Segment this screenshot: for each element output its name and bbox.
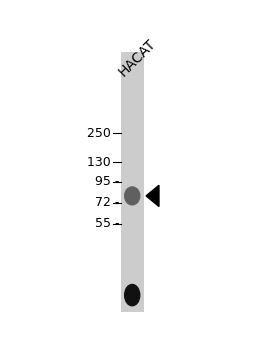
Text: 250 -: 250 - — [87, 126, 119, 139]
Ellipse shape — [125, 285, 140, 306]
Text: HACAT: HACAT — [116, 37, 158, 79]
Text: 130 -: 130 - — [87, 156, 119, 169]
Ellipse shape — [125, 187, 140, 205]
Bar — [121, 52, 144, 312]
Polygon shape — [146, 185, 159, 207]
Text: 95 -: 95 - — [95, 175, 119, 188]
Text: 55 -: 55 - — [95, 217, 119, 231]
Text: 72 -: 72 - — [95, 196, 119, 209]
